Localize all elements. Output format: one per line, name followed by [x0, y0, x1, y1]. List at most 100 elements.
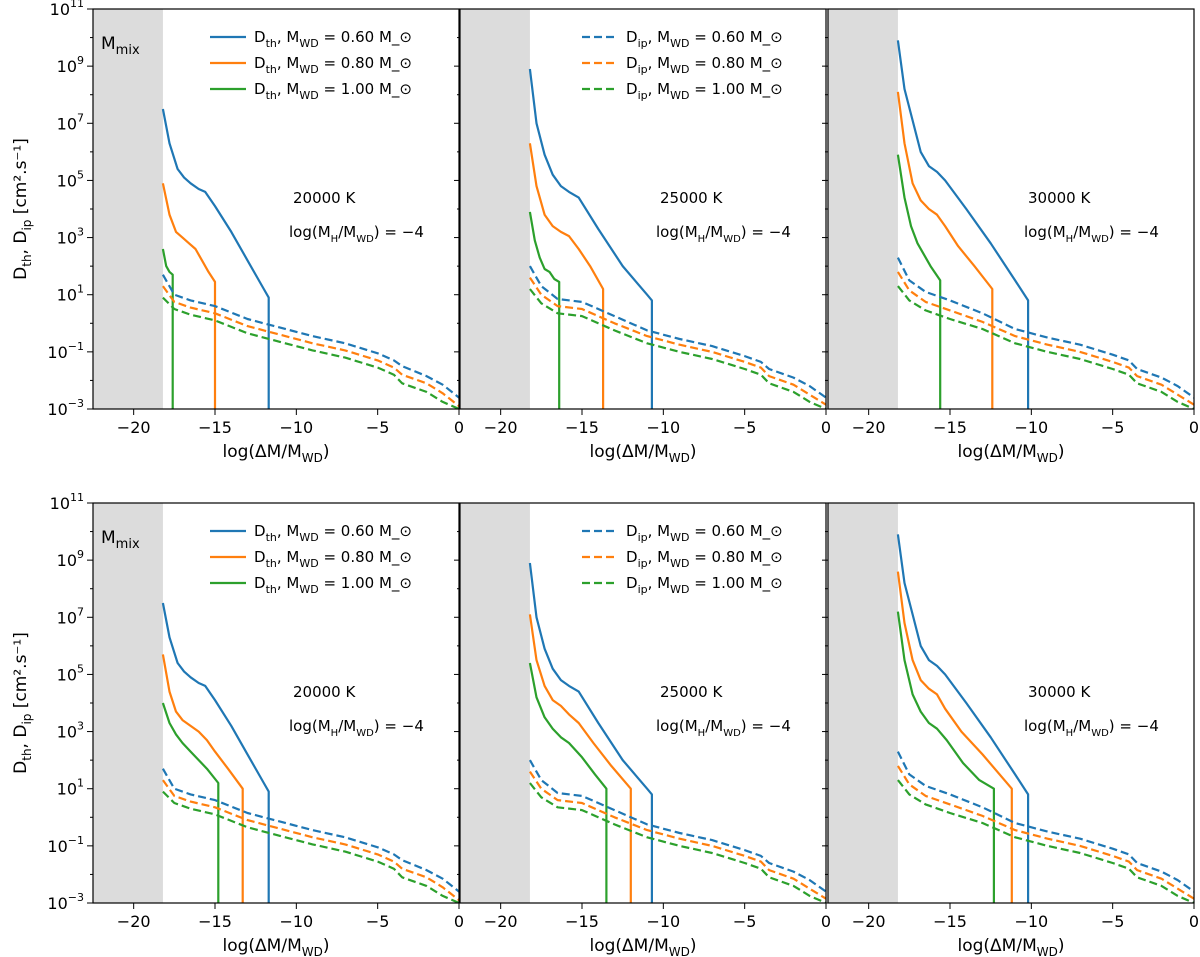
x-tick-label: −20	[484, 418, 518, 437]
mixing-region	[828, 9, 898, 409]
legend-entry: Dth, MWD = 0.80 M_⊙	[254, 54, 412, 76]
dip-line-m080	[162, 779, 459, 901]
x-axis-label: log(ΔM/MWD)	[958, 936, 1065, 957]
y-tick-label: 101	[57, 777, 84, 799]
dip-line-m080	[528, 276, 826, 406]
x-tick-label: −10	[279, 912, 313, 931]
dip-line-m080	[896, 271, 1194, 406]
x-tick-label: −20	[117, 418, 151, 437]
hydrogen-fraction-label: log(MH/MWD) = −4	[289, 717, 424, 739]
dth-line-m060	[528, 562, 654, 903]
temperature-label: 30000 K	[1028, 683, 1091, 701]
dip-line-m060	[896, 751, 1194, 893]
dth-line-m100	[896, 154, 942, 409]
temperature-label: 30000 K	[1028, 189, 1091, 207]
dip-line-m060	[161, 768, 459, 893]
y-axis-label: Dth, Dip [cm².s⁻¹]	[11, 632, 34, 774]
hydrogen-fraction-label: log(MH/MWD) = −4	[289, 223, 424, 245]
x-tick-label: −15	[565, 418, 599, 437]
legend-entry: Dip, MWD = 0.80 M_⊙	[626, 54, 783, 76]
legend-entry: Dth, MWD = 0.80 M_⊙	[254, 548, 412, 570]
x-tick-label: −15	[565, 912, 599, 931]
panel-1-2: −20 −15 −10 −5 0 log(ΔM/MWD) 30000 K log(MH/MWD…	[822, 502, 1199, 957]
dth-line-m080	[528, 614, 632, 903]
x-tick-label: −20	[484, 912, 518, 931]
x-tick-label: 0	[1189, 912, 1199, 931]
temperature-label: 20000 K	[293, 189, 356, 207]
panel-1-1: −20 −15 −10 −5 0 log(ΔM/MWD) Dip, MWD = 0.60 M…	[454, 502, 831, 957]
y-tick-label: 105	[57, 168, 84, 190]
y-tick-label: 10−3	[47, 891, 84, 913]
dth-line-m080	[161, 183, 217, 409]
x-tick-label: −10	[646, 418, 680, 437]
dth-line-m060	[528, 68, 654, 409]
legend-entry: Dip, MWD = 0.60 M_⊙	[626, 522, 783, 544]
hydrogen-fraction-label: log(MH/MWD) = −4	[1024, 223, 1159, 245]
legend-entry: Dth, MWD = 1.00 M_⊙	[254, 574, 412, 596]
x-tick-label: −5	[1101, 912, 1125, 931]
x-tick-label: −15	[933, 418, 967, 437]
dip-line-m060	[528, 759, 826, 893]
y-tick-label: 103	[57, 720, 84, 742]
y-tick-label: 1011	[50, 491, 84, 513]
x-tick-label: 0	[454, 912, 464, 931]
legend-entry: Dip, MWD = 0.80 M_⊙	[626, 548, 783, 570]
legend-entry: Dip, MWD = 1.00 M_⊙	[626, 80, 783, 102]
x-tick-label: −15	[198, 912, 232, 931]
x-tick-label: −20	[852, 912, 886, 931]
legend-entry: Dth, MWD = 1.00 M_⊙	[254, 80, 412, 102]
series-group	[161, 602, 459, 903]
dip-line-m100	[529, 782, 826, 903]
y-tick-label: 101	[57, 283, 84, 305]
series-group	[896, 534, 1194, 903]
x-tick-label: −5	[366, 912, 390, 931]
x-tick-label: 0	[821, 912, 831, 931]
mixing-region	[460, 9, 530, 409]
x-tick-label: 0	[454, 418, 464, 437]
x-tick-label: −10	[646, 912, 680, 931]
dth-line-m060	[161, 108, 270, 409]
dip-line-m080	[896, 765, 1194, 900]
dip-line-m100	[162, 790, 459, 903]
y-tick-label: 10−3	[47, 397, 84, 419]
mixing-region	[93, 503, 163, 903]
panel-1-0: −20 −15 −10 −5 0 10−3 10−1 101 103 105 107 109 1011 l…	[11, 491, 464, 957]
x-tick-label: −10	[279, 418, 313, 437]
dip-line-m060	[161, 274, 459, 399]
dth-line-m060	[896, 534, 1030, 903]
dip-line-m080	[528, 770, 826, 900]
temperature-label: 25000 K	[660, 683, 723, 701]
panel-0-2: −20 −15 −10 −5 0 log(ΔM/MWD) 30000 K log(MH/MWD…	[822, 8, 1199, 465]
series-group	[528, 68, 826, 409]
y-tick-label: 109	[57, 548, 84, 570]
dth-line-m080	[896, 571, 1013, 903]
dip-line-m100	[162, 296, 459, 409]
dip-line-m060	[896, 257, 1194, 399]
x-tick-label: 0	[1189, 418, 1199, 437]
dip-line-m060	[528, 265, 826, 399]
x-tick-label: −20	[117, 912, 151, 931]
legend-entry: Dip, MWD = 0.60 M_⊙	[626, 28, 783, 50]
x-tick-label: −10	[1014, 912, 1048, 931]
x-axis-label: log(ΔM/MWD)	[590, 936, 697, 957]
dip-line-m100	[897, 779, 1194, 903]
dth-line-m060	[161, 602, 270, 903]
x-tick-label: −15	[933, 912, 967, 931]
x-tick-label: −15	[198, 418, 232, 437]
panel-0-1: −20 −15 −10 −5 0 log(ΔM/MWD) Dip, MWD = 0.60 M…	[454, 8, 831, 465]
panel-0-0: −20 −15 −10 −5 0 10−3 10−1 101 103 105 107 109 1011 l…	[11, 0, 464, 465]
dth-line-m080	[528, 143, 605, 409]
y-tick-label: 105	[57, 662, 84, 684]
x-axis-label: log(ΔM/MWD)	[590, 442, 697, 465]
dth-line-m060	[896, 40, 1030, 409]
x-tick-label: −5	[1101, 418, 1125, 437]
temperature-label: 20000 K	[293, 683, 356, 701]
x-tick-label: 0	[821, 418, 831, 437]
dip-line-m080	[162, 285, 459, 407]
mix-label: Mmix	[101, 34, 140, 58]
mixing-region	[460, 503, 530, 903]
dth-line-m100	[528, 662, 608, 903]
y-axis-label: Dth, Dip [cm².s⁻¹]	[11, 138, 34, 280]
hydrogen-fraction-label: log(MH/MWD) = −4	[1024, 717, 1159, 739]
